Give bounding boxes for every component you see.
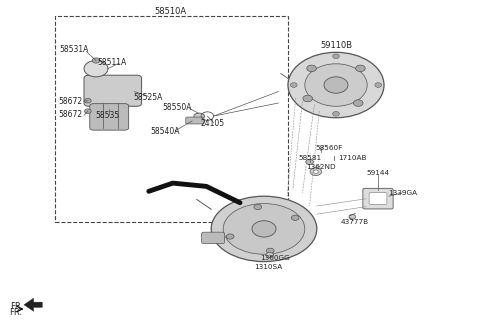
FancyBboxPatch shape (84, 75, 142, 106)
Circle shape (227, 234, 234, 239)
Ellipse shape (211, 196, 317, 262)
Circle shape (310, 168, 322, 176)
Circle shape (349, 215, 356, 219)
Ellipse shape (194, 113, 204, 119)
Circle shape (324, 77, 348, 93)
Circle shape (313, 170, 318, 173)
Text: 58672: 58672 (59, 110, 83, 119)
Circle shape (303, 95, 312, 102)
Bar (55, 16, 288, 222)
Text: 59144: 59144 (366, 170, 389, 176)
Circle shape (291, 215, 299, 220)
Text: 58560F: 58560F (315, 145, 342, 151)
Text: 43777B: 43777B (340, 219, 368, 225)
Text: 1362ND: 1362ND (306, 164, 336, 170)
Text: 58550A: 58550A (162, 103, 192, 112)
Text: 58672: 58672 (59, 97, 83, 106)
Text: 58510A: 58510A (155, 7, 186, 16)
Text: 59110B: 59110B (320, 41, 352, 50)
Circle shape (84, 60, 108, 77)
FancyBboxPatch shape (202, 232, 225, 244)
Text: 58535: 58535 (95, 111, 119, 120)
Circle shape (353, 100, 363, 106)
Text: 58525A: 58525A (133, 93, 163, 102)
Circle shape (266, 248, 274, 253)
Circle shape (306, 159, 313, 164)
Polygon shape (24, 298, 42, 311)
Circle shape (84, 109, 91, 113)
Text: 58540A: 58540A (151, 127, 180, 136)
Circle shape (356, 65, 365, 72)
Text: 24105: 24105 (200, 119, 224, 128)
Ellipse shape (223, 203, 305, 254)
Text: 58511A: 58511A (97, 58, 126, 67)
Circle shape (252, 221, 276, 237)
Circle shape (375, 83, 382, 87)
Circle shape (84, 98, 91, 103)
Circle shape (290, 83, 297, 87)
Circle shape (333, 112, 339, 116)
Text: FR.: FR. (11, 302, 24, 311)
Text: 1310SA: 1310SA (254, 264, 282, 270)
Text: 58581: 58581 (298, 155, 321, 161)
Text: 58531A: 58531A (60, 45, 89, 54)
Circle shape (254, 204, 262, 210)
FancyBboxPatch shape (363, 188, 393, 209)
Text: 1339GA: 1339GA (389, 190, 418, 196)
Text: FR.: FR. (10, 308, 23, 317)
Circle shape (333, 54, 339, 59)
FancyBboxPatch shape (90, 104, 129, 130)
FancyBboxPatch shape (369, 193, 387, 204)
Text: 1360GG: 1360GG (260, 255, 289, 261)
Circle shape (288, 52, 384, 118)
Circle shape (307, 65, 316, 72)
FancyBboxPatch shape (186, 117, 204, 124)
Circle shape (266, 252, 274, 258)
Text: 1710AB: 1710AB (338, 155, 367, 161)
Circle shape (305, 64, 367, 106)
Circle shape (92, 58, 100, 63)
